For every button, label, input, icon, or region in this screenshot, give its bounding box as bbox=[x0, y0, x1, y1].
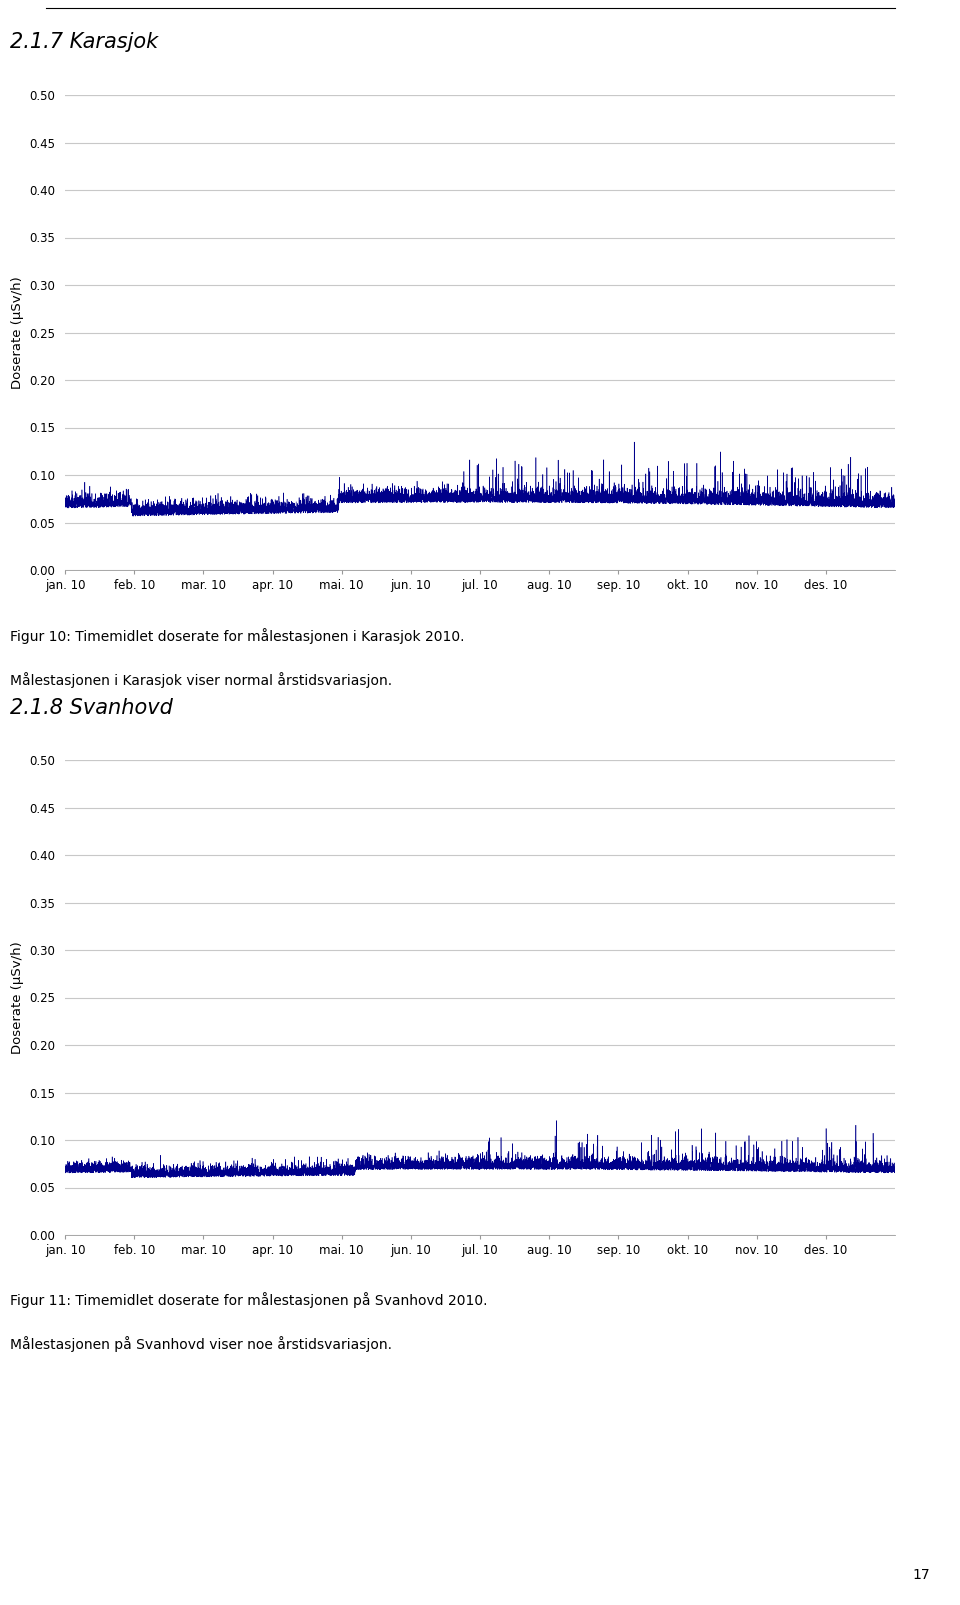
Text: Figur 11: Timemidlet doserate for målestasjonen på Svanhovd 2010.: Figur 11: Timemidlet doserate for målest… bbox=[10, 1292, 488, 1308]
Text: 17: 17 bbox=[912, 1568, 930, 1583]
Text: 2.1.7 Karasjok: 2.1.7 Karasjok bbox=[10, 32, 158, 51]
Text: Figur 10: Timemidlet doserate for målestasjonen i Karasjok 2010.: Figur 10: Timemidlet doserate for målest… bbox=[10, 628, 465, 644]
Y-axis label: Doserate (μSv/h): Doserate (μSv/h) bbox=[11, 276, 24, 388]
Text: Målestasjonen i Karasjok viser normal årstidsvariasjon.: Målestasjonen i Karasjok viser normal år… bbox=[10, 672, 392, 689]
Y-axis label: Doserate (μSv/h): Doserate (μSv/h) bbox=[11, 941, 24, 1054]
Text: Målestasjonen på Svanhovd viser noe årstidsvariasjon.: Målestasjonen på Svanhovd viser noe årst… bbox=[10, 1335, 392, 1351]
Text: 2.1.8 Svanhovd: 2.1.8 Svanhovd bbox=[10, 698, 173, 717]
